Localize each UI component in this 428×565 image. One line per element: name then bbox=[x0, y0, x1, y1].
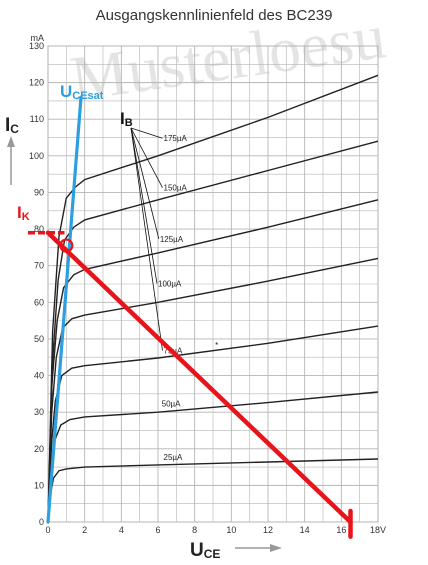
x-tick-label: 14 bbox=[300, 525, 310, 535]
x-tick-label: 2 bbox=[82, 525, 87, 535]
x-axis-arrow-head bbox=[270, 544, 282, 552]
x-tick-label: 0 bbox=[45, 525, 50, 535]
asterisk-mark: * bbox=[215, 341, 218, 350]
ucesat-line bbox=[46, 95, 83, 524]
y-tick-label: 80 bbox=[34, 224, 44, 234]
curve-ib bbox=[47, 325, 379, 523]
ib-leader-line bbox=[130, 127, 163, 139]
curve-ib bbox=[47, 199, 379, 523]
y-unit-label: mA bbox=[31, 33, 45, 43]
ucesat-label-sub: CEsat bbox=[72, 90, 104, 102]
y-tick-label: 10 bbox=[34, 480, 44, 490]
curve-label: 175µA bbox=[164, 134, 188, 143]
y-tick-label: 30 bbox=[34, 407, 44, 417]
y-tick-label: 50 bbox=[34, 334, 44, 344]
x-tick-label: 6 bbox=[155, 525, 160, 535]
ib-leader-line bbox=[130, 127, 163, 188]
ib-leader-line bbox=[130, 127, 163, 351]
x-tick-label: 16 bbox=[336, 525, 346, 535]
y-tick-label: 20 bbox=[34, 444, 44, 454]
y-tick-label: 40 bbox=[34, 371, 44, 381]
chart-title: Ausgangskennlinienfeld des BC239 bbox=[96, 7, 333, 24]
curve-label: 50µA bbox=[162, 400, 182, 409]
operating-point-circle bbox=[59, 238, 74, 253]
y-tick-label: 100 bbox=[29, 151, 44, 161]
y-tick-label: 130 bbox=[29, 41, 44, 51]
y-tick-label: 60 bbox=[34, 297, 44, 307]
curve-label: 150µA bbox=[164, 184, 188, 193]
curve-label: 25µA bbox=[164, 453, 184, 462]
y-axis-arrow-head bbox=[7, 136, 15, 147]
curve-ib bbox=[47, 257, 379, 523]
y-axis-label-sub: C bbox=[10, 122, 19, 136]
y-tick-label: 90 bbox=[34, 187, 44, 197]
ib-label-sub: B bbox=[125, 117, 133, 129]
curve-label: 100µA bbox=[158, 280, 182, 289]
x-tick-label: 12 bbox=[263, 525, 273, 535]
load-line bbox=[45, 230, 353, 525]
y-tick-label: 0 bbox=[39, 517, 44, 527]
x-tick-label: 18V bbox=[370, 525, 386, 535]
curve-ib bbox=[47, 140, 379, 523]
ib-leader-line bbox=[130, 127, 160, 239]
ik-label-sub: K bbox=[22, 211, 30, 223]
y-tick-label: 110 bbox=[30, 114, 44, 124]
x-tick-label: 10 bbox=[226, 525, 236, 535]
x-axis-label-sub: CE bbox=[204, 547, 221, 561]
x-tick-label: 4 bbox=[119, 525, 124, 535]
y-tick-label: 120 bbox=[29, 78, 44, 88]
x-tick-label: 8 bbox=[192, 525, 197, 535]
ib-leader-line bbox=[130, 127, 158, 284]
y-tick-label: 70 bbox=[34, 261, 44, 271]
curve-label: 125µA bbox=[160, 235, 184, 244]
